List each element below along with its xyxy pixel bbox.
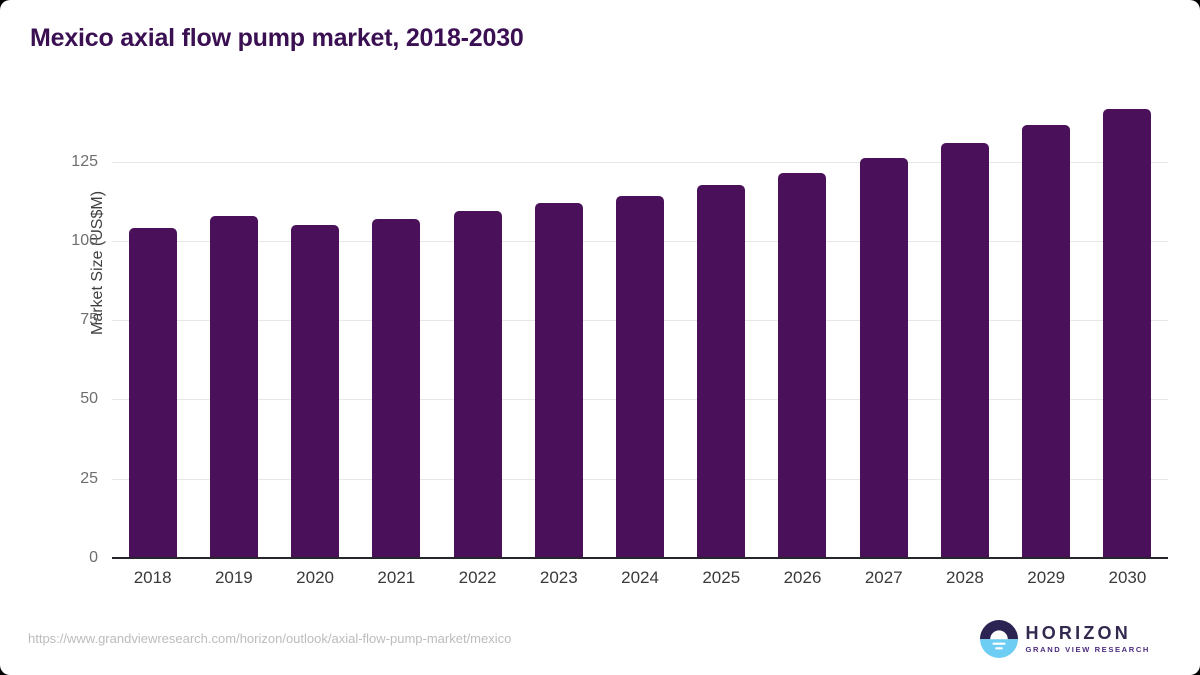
bar-slot-2027 xyxy=(843,95,924,558)
bar-slot-2022 xyxy=(437,95,518,558)
y-tick-label-100: 100 xyxy=(71,231,98,249)
x-axis-tick-labels: 2018 2019 2020 2021 2022 2023 2024 2025 2026 2027… xyxy=(112,568,1168,588)
x-tick-label-2027: 2027 xyxy=(864,568,903,587)
bar-slot-2019 xyxy=(193,95,274,558)
source-url: https://www.grandviewresearch.com/horizo… xyxy=(28,631,512,646)
x-tick-label-2019: 2019 xyxy=(214,568,253,587)
x-tick-label-2020: 2020 xyxy=(296,568,334,587)
bar-slot-2021 xyxy=(356,95,437,558)
y-tick-label-0: 0 xyxy=(89,549,98,566)
logo-text: HORIZON GRAND VIEW RESEARCH xyxy=(1026,624,1150,654)
bar-slot-2030 xyxy=(1087,95,1168,558)
y-tick-label-25: 25 xyxy=(80,469,98,487)
bar-2018[interactable] xyxy=(128,228,177,558)
bar-2030[interactable] xyxy=(1103,109,1152,558)
plot-area xyxy=(112,95,1168,559)
logo-subtitle: GRAND VIEW RESEARCH xyxy=(1025,644,1150,654)
logo-name: HORIZON xyxy=(1025,623,1131,644)
x-tick-label-2023: 2023 xyxy=(539,568,578,587)
bar-2024[interactable] xyxy=(616,196,665,558)
gridline-125 xyxy=(112,161,1168,163)
x-tick-label-2024: 2024 xyxy=(621,568,659,587)
bar-2023[interactable] xyxy=(534,202,583,558)
horizon-sun-logo-icon xyxy=(979,620,1018,658)
bar-2027[interactable] xyxy=(859,158,908,558)
bar-2022[interactable] xyxy=(453,210,502,558)
bar-2029[interactable] xyxy=(1022,125,1071,558)
bar-2019[interactable] xyxy=(209,215,258,558)
bar-slot-2018 xyxy=(112,95,193,558)
bar-slot-2020 xyxy=(274,95,355,558)
brand-logo: HORIZON GRAND VIEW RESEARCH xyxy=(979,620,1150,658)
x-tick-label-2028: 2028 xyxy=(946,568,984,587)
y-tick-label-125: 125 xyxy=(71,152,98,170)
bar-slot-2029 xyxy=(1006,95,1087,558)
x-tick-label-2026: 2026 xyxy=(783,568,822,587)
x-tick-label-2025: 2025 xyxy=(702,568,741,587)
x-tick-label-2018: 2018 xyxy=(133,568,172,587)
bar-2021[interactable] xyxy=(372,218,421,558)
bar-slot-2024 xyxy=(599,95,680,558)
bar-2028[interactable] xyxy=(940,142,989,558)
x-tick-label-2021: 2021 xyxy=(377,568,416,587)
y-tick-label-50: 50 xyxy=(80,390,98,408)
bar-slot-2023 xyxy=(518,95,599,558)
x-axis-line xyxy=(112,557,1168,559)
logo-sky xyxy=(979,620,1018,640)
x-tick-label-2029: 2029 xyxy=(1027,568,1066,587)
y-axis-tick-labels: 0 25 50 75 100 125 xyxy=(54,95,98,566)
chart-title: Mexico axial flow pump market, 2018-2030 xyxy=(30,24,524,52)
bar-slot-2026 xyxy=(762,95,843,558)
bar-slot-2028 xyxy=(924,95,1005,558)
bar-2020[interactable] xyxy=(291,225,340,558)
bar-series xyxy=(112,95,1168,558)
bar-slot-2025 xyxy=(681,95,762,558)
x-tick-label-2022: 2022 xyxy=(458,568,497,587)
bar-2025[interactable] xyxy=(697,185,746,558)
x-tick-label-2030: 2030 xyxy=(1108,568,1147,587)
y-tick-label-75: 75 xyxy=(80,311,98,329)
bar-2026[interactable] xyxy=(778,172,827,558)
